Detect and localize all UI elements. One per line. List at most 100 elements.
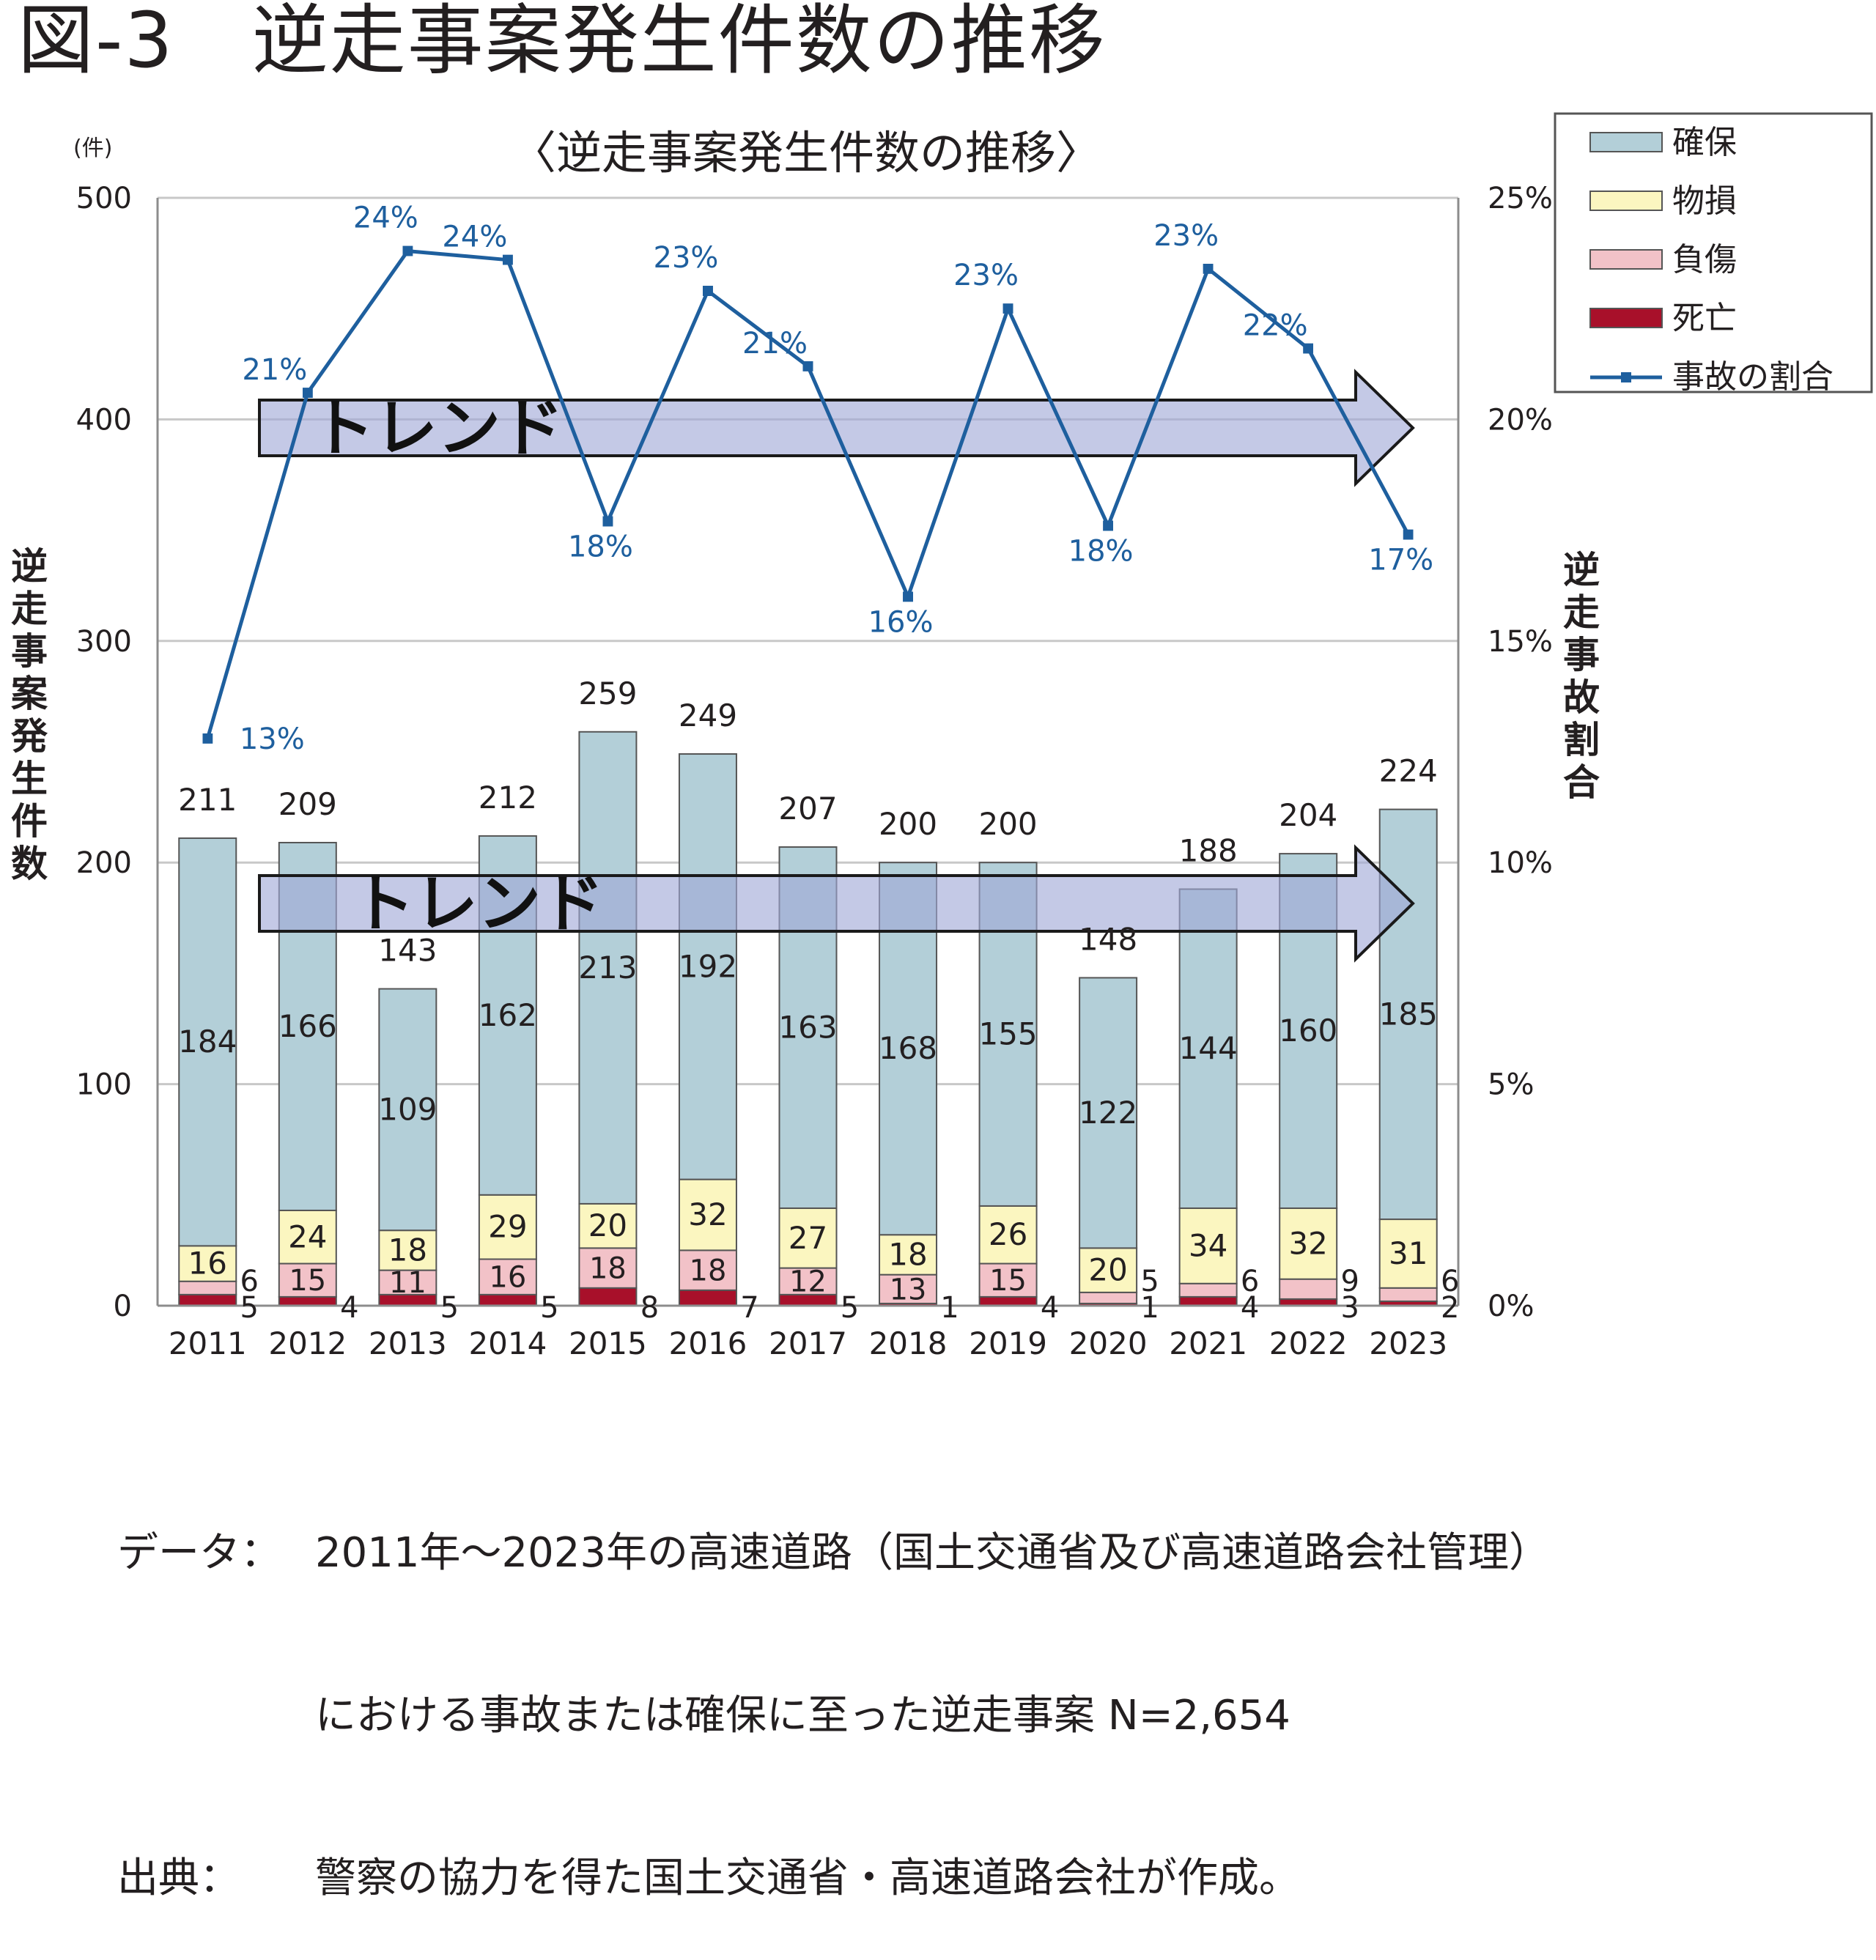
ratio-label: 23%	[1153, 219, 1219, 253]
bar-total-label: 211	[178, 782, 237, 818]
data-note-key: データ：	[117, 1529, 281, 1577]
legend-swatch	[1589, 308, 1663, 328]
y2-tick-label: 5%	[1488, 1068, 1534, 1102]
trend-arrow	[258, 844, 1415, 963]
bar-total-label: 143	[378, 933, 437, 969]
y-unit-label: (件)	[73, 136, 112, 161]
bar-segment	[1378, 1287, 1438, 1302]
bar-segment	[678, 1289, 737, 1307]
ratio-label: 18%	[1068, 535, 1134, 569]
ratio-label: 22%	[1243, 309, 1308, 343]
ratio-label: 21%	[242, 353, 307, 387]
y2-tick-label: 0%	[1488, 1290, 1534, 1323]
bar-total-label: 188	[1179, 832, 1238, 868]
y-tick-label: 0	[114, 1290, 132, 1323]
bar-segment	[1178, 1282, 1238, 1298]
segment-value-label: 162	[479, 997, 537, 1033]
segment-value-label: 5	[540, 1291, 558, 1325]
data-note-line1: 2011年～2023年の高速道路（国土交通省及び高速道路会社管理）	[315, 1529, 1551, 1577]
ratio-label: 16%	[868, 605, 934, 639]
ratio-label: 21%	[742, 327, 808, 360]
y-tick-label: 200	[76, 846, 132, 880]
bar-segment	[778, 1207, 838, 1269]
y-tick-label: 500	[76, 182, 132, 215]
segment-value-label: 24	[288, 1218, 327, 1254]
segment-value-label: 15	[989, 1264, 1027, 1298]
trend-label: トレンド	[311, 392, 564, 465]
segment-value-label: 18	[589, 1252, 627, 1286]
segment-value-label: 6	[1241, 1265, 1259, 1298]
bar-total-label: 200	[978, 806, 1037, 842]
x-tick-label: 2019	[969, 1325, 1047, 1361]
ratio-label: 24%	[353, 201, 418, 235]
segment-value-label: 6	[1441, 1265, 1459, 1298]
bar-segment	[278, 1209, 337, 1265]
bar-segment	[278, 1262, 337, 1298]
segment-value-label: 32	[1288, 1225, 1327, 1261]
segment-value-label: 11	[389, 1266, 426, 1300]
x-tick-label: 2018	[869, 1325, 948, 1361]
bar-segment	[578, 1247, 638, 1289]
x-tick-label: 2013	[369, 1325, 447, 1361]
bar-segment	[178, 837, 237, 1247]
bar-total-label: 200	[879, 806, 937, 842]
ratio-label: 23%	[654, 241, 719, 275]
segment-value-label: 9	[1340, 1265, 1359, 1298]
segment-value-label: 168	[879, 1030, 937, 1066]
source-note-key: 出典：	[117, 1854, 240, 1902]
bar-total-label: 204	[1279, 797, 1337, 833]
notes: データ： 2011年～2023年の高速道路（国土交通省及び高速道路会社管理） に…	[117, 1418, 1550, 1960]
bar-segment	[1079, 1291, 1138, 1304]
segment-value-label: 5	[841, 1291, 859, 1325]
x-tick-label: 2020	[1069, 1325, 1148, 1361]
segment-value-label: 160	[1279, 1013, 1337, 1049]
bar-total-label: 224	[1379, 753, 1438, 789]
segment-value-label: 34	[1189, 1227, 1227, 1263]
bar-segment	[478, 1293, 537, 1307]
ratio-line: 13% 21% 24% 24% 18% 23% 21% 16% 23% 18% 23% 22% 17%	[202, 201, 1433, 756]
segment-value-label: 122	[1079, 1095, 1137, 1131]
segment-value-label: 27	[789, 1220, 827, 1256]
segment-value-label: 6	[240, 1265, 259, 1298]
bar-total-label: 212	[479, 780, 537, 816]
x-tick-label: 2016	[669, 1325, 747, 1361]
y2-tick-label: 25%	[1488, 182, 1553, 215]
segment-value-label: 3	[1340, 1291, 1359, 1325]
segment-value-label: 5	[440, 1291, 459, 1325]
y-tick-label: 300	[76, 625, 132, 659]
segment-value-label: 144	[1179, 1030, 1238, 1066]
segment-value-label: 31	[1389, 1235, 1428, 1271]
bar-segment	[178, 1293, 237, 1307]
segment-value-label: 4	[1241, 1291, 1259, 1325]
segment-value-label: 4	[340, 1291, 358, 1325]
segment-value-label: 192	[679, 948, 737, 984]
bar-total-label: 209	[278, 786, 337, 822]
bar-segment	[978, 1205, 1038, 1265]
segment-value-label: 185	[1379, 996, 1438, 1032]
data-note-line2: における事故または確保に至った逆走事案 N=2,654	[315, 1692, 1290, 1739]
bar-segment	[178, 1245, 237, 1282]
ratio-label: 17%	[1368, 544, 1433, 577]
legend-label: 負傷	[1672, 241, 1737, 278]
y-tick-label: 100	[76, 1068, 132, 1102]
bar-total-label: 249	[679, 698, 737, 733]
bar-segment	[278, 1295, 337, 1307]
segment-value-label: 18	[690, 1254, 727, 1288]
data-note: データ： 2011年～2023年の高速道路（国土交通省及び高速道路会社管理）	[117, 1526, 1550, 1580]
ratio-label: 13%	[240, 722, 305, 756]
y2-tick-label: 15%	[1488, 625, 1553, 659]
segment-value-label: 32	[688, 1197, 727, 1232]
bar-segment	[478, 1258, 537, 1295]
legend-line-marker	[1621, 372, 1631, 382]
bar-segment	[578, 731, 638, 1205]
chart-title: 〈逆走事案発生件数の推移〉	[511, 126, 1101, 180]
x-tick-label: 2022	[1269, 1325, 1348, 1361]
bar-segment	[1178, 888, 1238, 1209]
bar-segment	[678, 753, 737, 1180]
x-tick-label: 2017	[769, 1325, 847, 1361]
x-tick-label: 2012	[268, 1325, 347, 1361]
segment-value-label: 18	[888, 1236, 927, 1272]
y-axis-title: 逆走事案発生件数	[11, 545, 48, 885]
bar-segment	[1279, 1207, 1338, 1280]
ratio-label: 24%	[442, 221, 507, 254]
